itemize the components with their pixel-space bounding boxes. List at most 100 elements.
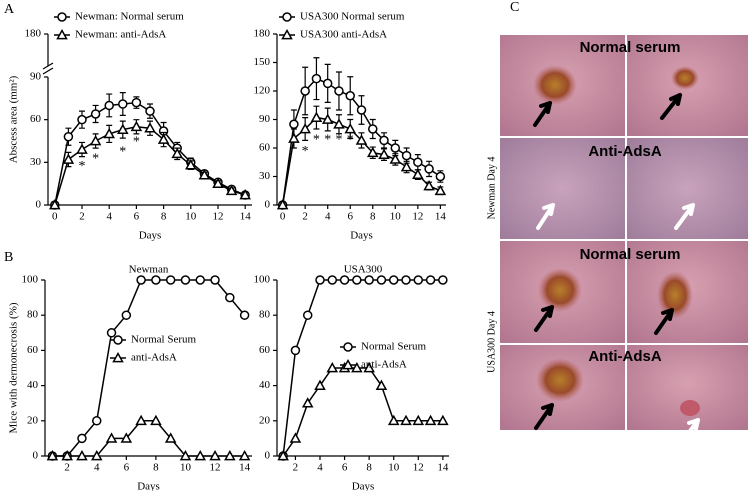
point [424,164,434,174]
point [378,148,390,159]
point [388,275,399,285]
x-tick-label: 10 [180,462,192,474]
x-tick-label: 4 [106,211,112,223]
point [401,275,411,285]
series-line [52,279,246,457]
photo [500,138,625,239]
point [368,124,378,134]
x-tick-label: 8 [161,211,167,223]
point [120,432,133,443]
legend-marker [282,12,292,22]
point [164,432,177,443]
point [62,153,75,164]
x-tick-label: 4 [325,211,331,223]
point [363,361,375,373]
point [339,275,350,285]
point [334,86,344,96]
arrows [533,93,700,444]
point [327,275,338,285]
x-axis-label: Days [137,481,160,491]
point [322,78,333,89]
point [212,177,224,189]
annotation: * [79,159,86,174]
x-tick-label: 6 [124,462,130,474]
point [289,432,302,443]
point [77,114,87,125]
x-tick-label: 14 [435,211,447,223]
point [151,275,161,285]
point [46,449,59,461]
photo-label: Normal serum [580,39,681,56]
x-axis-label: Days [350,230,373,242]
point [434,184,447,196]
x-tick-label: 4 [94,462,100,474]
x-tick-label: 0 [280,211,286,223]
point [299,122,311,134]
x-tick-label: 8 [153,462,159,474]
point [150,414,162,426]
axis-break [42,62,54,75]
lesion [538,268,582,312]
point [375,379,388,390]
y-tick-label: 60 [259,344,271,356]
point [412,168,424,179]
point [104,100,114,111]
x-tick-label: 4 [317,462,323,474]
point [356,105,367,115]
y-tick-label: 100 [22,274,39,286]
point [179,449,192,461]
y-axis-label: Mice with dermonecrosis (%) [8,302,20,433]
point [413,275,424,285]
point [135,414,147,426]
point [401,150,412,161]
y-tick-label: 150 [254,56,271,68]
point [198,169,211,180]
point [118,99,128,109]
point [130,120,143,132]
x-tick-label: 2 [293,462,299,474]
y-tick-label: 80 [259,309,271,321]
point [352,275,362,285]
x-tick-label: 2 [64,462,70,474]
y-tick-label: 90 [259,113,271,125]
x-tick-label: 6 [342,462,348,474]
y-tick-label: 60 [30,113,42,125]
point [106,328,117,338]
point [194,449,207,461]
legend-label: USA300 anti-AdsA [300,29,387,41]
point [61,449,73,461]
point [90,109,101,119]
x-tick-label: 10 [388,462,400,474]
point [90,449,103,461]
y-tick-label: 40 [259,379,271,391]
photo [627,138,748,239]
lesion [657,271,693,319]
x-tick-label: 6 [347,211,353,223]
x-tick-label: 8 [370,211,376,223]
point [413,157,423,167]
point [239,188,251,200]
point [136,275,146,285]
y-tick-label: 20 [27,414,39,426]
y-tick-label: 0 [265,199,271,211]
point [210,275,220,285]
x-tick-label: 8 [366,462,372,474]
point [326,361,339,373]
point [290,345,301,356]
annotation: * [313,133,320,148]
panel-label: B [4,250,13,265]
point [311,73,322,84]
legend-marker [342,358,354,370]
y-tick-label: 180 [254,28,271,40]
point [121,310,132,320]
point [437,414,449,426]
point [364,275,374,285]
point [400,160,413,172]
x-tick-label: 14 [239,462,251,474]
y-tick-label: 120 [254,85,271,97]
point [310,111,323,122]
point [435,171,446,182]
y-tick-label: 30 [259,170,271,182]
y-tick-label: 30 [30,156,42,168]
